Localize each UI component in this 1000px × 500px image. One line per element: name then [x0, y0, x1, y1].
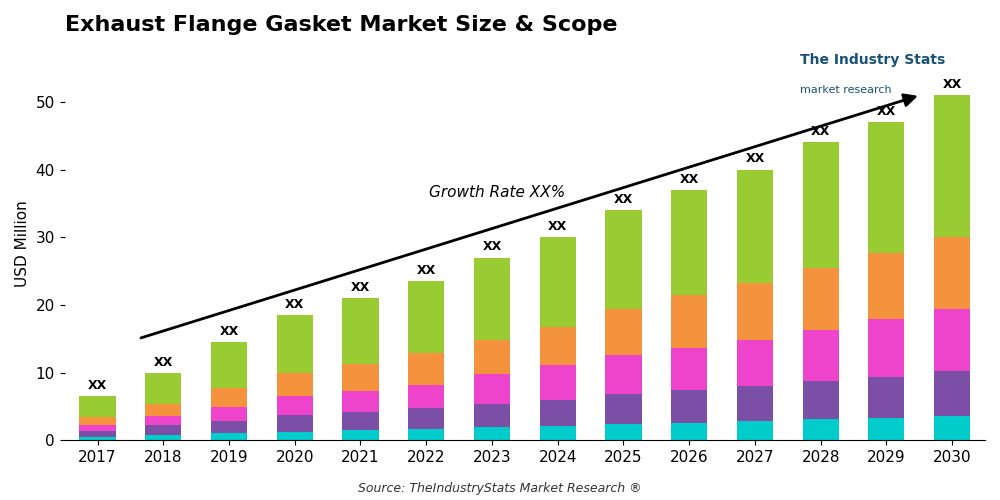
Bar [79, 417, 116, 425]
Bar [868, 320, 904, 376]
Bar [934, 236, 970, 309]
Bar [145, 426, 181, 435]
Text: XX: XX [811, 126, 830, 138]
Text: The Industry Stats: The Industry Stats [800, 53, 945, 67]
Bar [803, 268, 839, 330]
Bar [145, 372, 181, 404]
Text: XX: XX [614, 193, 633, 206]
Bar [934, 309, 970, 371]
Bar [934, 416, 970, 440]
Bar [540, 237, 576, 326]
Bar [540, 365, 576, 400]
Bar [277, 372, 313, 396]
Bar [79, 432, 116, 437]
Bar [474, 258, 510, 340]
Bar [868, 418, 904, 440]
Bar [79, 396, 116, 417]
Bar [408, 429, 444, 440]
Text: Source: TheIndustryStats Market Research ®: Source: TheIndustryStats Market Research… [358, 482, 642, 495]
Text: XX: XX [88, 379, 107, 392]
Text: XX: XX [745, 152, 765, 166]
Bar [342, 390, 379, 412]
Bar [211, 342, 247, 388]
Bar [803, 420, 839, 440]
Text: XX: XX [351, 281, 370, 294]
Bar [671, 190, 707, 295]
Bar [803, 380, 839, 420]
Bar [934, 371, 970, 416]
Bar [605, 210, 642, 309]
Bar [474, 404, 510, 427]
Bar [277, 396, 313, 415]
Bar [342, 298, 379, 364]
Text: Exhaust Flange Gasket Market Size & Scope: Exhaust Flange Gasket Market Size & Scop… [65, 15, 617, 35]
Bar [474, 340, 510, 374]
Bar [540, 400, 576, 426]
Text: XX: XX [154, 356, 173, 368]
Bar [474, 428, 510, 440]
Bar [342, 364, 379, 390]
Bar [540, 426, 576, 440]
Bar [211, 388, 247, 407]
Bar [737, 422, 773, 440]
Bar [737, 340, 773, 386]
Text: market research: market research [800, 85, 892, 95]
Bar [671, 422, 707, 440]
Bar [79, 425, 116, 432]
Text: XX: XX [943, 78, 962, 91]
Bar [277, 315, 313, 372]
Bar [211, 434, 247, 440]
Bar [408, 281, 444, 353]
Bar [737, 170, 773, 283]
Bar [737, 386, 773, 422]
Bar [145, 404, 181, 416]
Y-axis label: USD Million: USD Million [15, 200, 30, 288]
Bar [868, 122, 904, 252]
Text: XX: XX [877, 105, 896, 118]
Text: XX: XX [680, 173, 699, 186]
Bar [803, 330, 839, 380]
Bar [803, 142, 839, 268]
Text: XX: XX [482, 240, 502, 254]
Bar [540, 326, 576, 365]
Text: XX: XX [219, 325, 239, 338]
Bar [408, 408, 444, 429]
Bar [671, 295, 707, 348]
Text: XX: XX [417, 264, 436, 277]
Text: XX: XX [285, 298, 304, 311]
Bar [277, 432, 313, 440]
Bar [211, 407, 247, 420]
Bar [145, 435, 181, 440]
Bar [342, 412, 379, 430]
Bar [277, 415, 313, 432]
Bar [671, 348, 707, 390]
Bar [211, 420, 247, 434]
Bar [408, 384, 444, 408]
Bar [671, 390, 707, 422]
Bar [934, 95, 970, 236]
Bar [605, 355, 642, 394]
Bar [605, 309, 642, 355]
Text: XX: XX [548, 220, 567, 233]
Bar [408, 353, 444, 384]
Bar [868, 376, 904, 418]
Bar [342, 430, 379, 440]
Bar [474, 374, 510, 404]
Bar [145, 416, 181, 426]
Bar [605, 394, 642, 424]
Bar [605, 424, 642, 440]
Bar [79, 437, 116, 440]
Text: Growth Rate XX%: Growth Rate XX% [429, 184, 565, 200]
Bar [868, 252, 904, 320]
Bar [737, 283, 773, 340]
